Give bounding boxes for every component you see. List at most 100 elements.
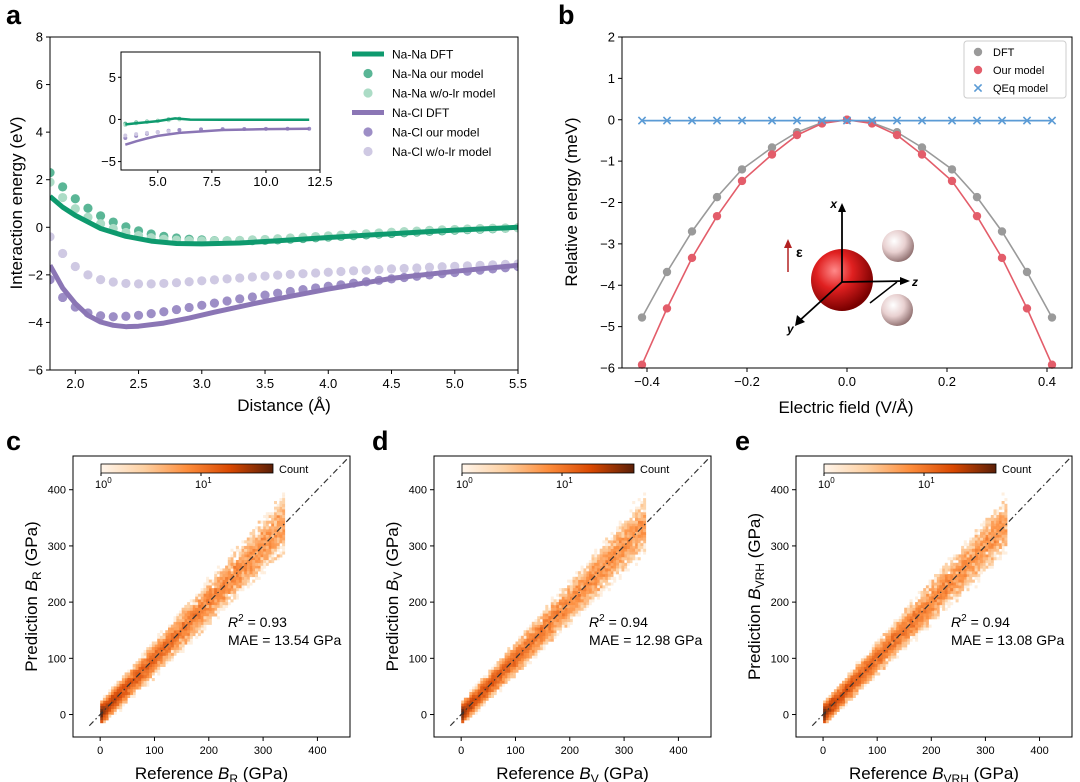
density-cell [980, 543, 983, 547]
density-cell [858, 663, 862, 667]
density-cell [988, 526, 992, 530]
density-cell [833, 689, 837, 693]
density-cell [534, 649, 538, 653]
density-cell [917, 602, 921, 606]
density-cell [569, 613, 573, 617]
density-cell [274, 534, 277, 538]
density-cell [102, 708, 106, 712]
x-tick-label: 2.0 [66, 376, 84, 391]
density-cell [282, 503, 286, 507]
density-cell [917, 619, 921, 623]
density-cell [265, 537, 269, 541]
density-cell [146, 675, 150, 679]
x-tick-label: 400 [308, 745, 326, 757]
x-tick-label: 100 [506, 745, 524, 757]
density-cell [208, 590, 212, 594]
density-cell [143, 678, 147, 682]
density-cell [102, 703, 106, 707]
density-cell [643, 520, 647, 524]
density-cell [879, 663, 883, 667]
density-cell [241, 576, 245, 580]
density-cell [501, 680, 505, 684]
density-cell [831, 694, 835, 698]
xlabel-unit: (GPa) [969, 764, 1019, 782]
density-cell [276, 520, 280, 524]
density-cell [874, 644, 878, 648]
density-cell [836, 694, 840, 698]
density-cell [510, 655, 513, 659]
density-cell [871, 661, 875, 665]
density-cell [629, 545, 633, 549]
series-1-point [1047, 360, 1057, 369]
density-cell [184, 627, 188, 631]
density-cell [138, 683, 142, 687]
density-cell [831, 692, 835, 696]
density-cell [268, 529, 272, 533]
density-cell [119, 708, 123, 712]
density-cell [276, 523, 280, 527]
density-cell [176, 627, 180, 631]
density-cell [637, 545, 641, 549]
density-cell [208, 599, 212, 603]
density-cell [463, 714, 467, 718]
density-cell [977, 537, 981, 541]
density-cell [863, 683, 867, 687]
density-cell [263, 540, 267, 544]
density-cell [613, 568, 617, 572]
density-cell [564, 610, 568, 614]
density-cell [950, 585, 954, 589]
density-cell [263, 565, 267, 569]
density-cell [998, 512, 1002, 516]
density-cell [855, 672, 859, 676]
density-cell [553, 630, 557, 634]
density-cell [624, 545, 628, 549]
ylabel-sub: V [391, 572, 405, 580]
density-cell [928, 624, 932, 628]
density-cell [985, 517, 989, 521]
inset-point [177, 127, 182, 132]
density-cell [146, 683, 150, 687]
density-cell [977, 560, 981, 564]
density-cell [575, 602, 579, 606]
density-cell [116, 697, 120, 701]
density-cell [162, 641, 166, 645]
density-cell [825, 714, 829, 718]
density-cell [282, 543, 286, 547]
density-cell [260, 529, 264, 533]
density-cell [504, 678, 508, 682]
density-cell [971, 537, 975, 541]
density-cell [548, 638, 552, 642]
density-cell [958, 557, 962, 561]
density-cell [263, 520, 267, 524]
series-5-point [146, 279, 156, 289]
density-cell [602, 560, 606, 564]
density-cell [105, 697, 109, 701]
density-cell [564, 607, 568, 611]
density-cell [162, 655, 166, 659]
density-cell [613, 534, 617, 538]
density-cell [238, 560, 242, 564]
density-cell [952, 593, 956, 597]
density-cell [963, 540, 967, 544]
series-5-point [260, 271, 270, 281]
density-cell [558, 607, 562, 611]
density-cell [173, 630, 177, 634]
density-cell [222, 593, 226, 597]
density-cell [637, 517, 641, 521]
density-cell [844, 680, 848, 684]
density-cell [877, 661, 881, 665]
density-cell [529, 649, 532, 653]
density-cell [537, 638, 541, 642]
density-cell [607, 568, 611, 572]
density-cell [526, 658, 530, 662]
density-cell [200, 627, 204, 631]
density-cell [244, 562, 248, 566]
density-cell [626, 568, 630, 572]
density-cell [985, 560, 989, 564]
density-cell [855, 686, 859, 690]
density-cell [939, 579, 943, 583]
density-cell [173, 621, 177, 625]
density-cell [909, 610, 913, 614]
density-cell [923, 599, 927, 603]
